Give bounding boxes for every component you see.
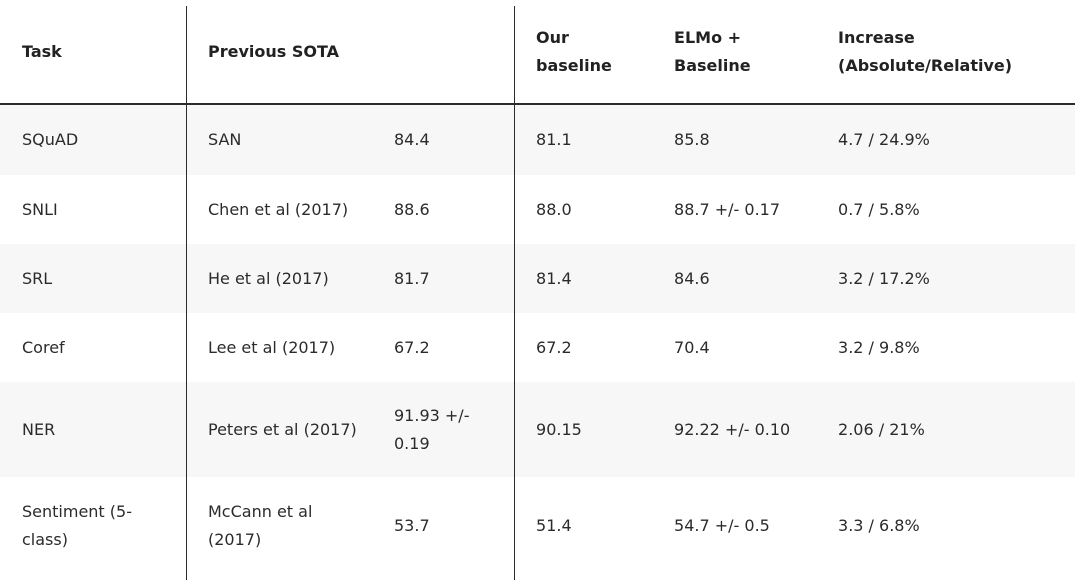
cell-increase: 3.3 / 6.8%	[816, 477, 1076, 575]
cell-prev-score: 53.7	[372, 477, 515, 575]
cell-elmo-baseline: 70.4	[652, 313, 817, 382]
cell-elmo-baseline: 54.7 +/- 0.5	[652, 477, 817, 575]
header-elmo-baseline: ELMo + Baseline	[652, 0, 817, 105]
table-row: SNLI Chen et al (2017) 88.6 88.0 88.7 +/…	[0, 175, 1076, 244]
cell-elmo-baseline: 85.8	[652, 104, 817, 175]
column-divider-left	[186, 6, 187, 580]
cell-prev-score: 81.7	[372, 244, 515, 313]
cell-our-baseline: 88.0	[514, 175, 653, 244]
cell-prev-model: McCann et al (2017)	[186, 477, 372, 575]
cell-task: Sentiment (5-class)	[0, 477, 186, 575]
cell-increase: 4.7 / 24.9%	[816, 104, 1076, 175]
table-row: SRL He et al (2017) 81.7 81.4 84.6 3.2 /…	[0, 244, 1076, 313]
cell-elmo-baseline: 88.7 +/- 0.17	[652, 175, 817, 244]
cell-increase: 3.2 / 9.8%	[816, 313, 1076, 382]
cell-task: SQuAD	[0, 104, 186, 175]
header-task: Task	[0, 0, 186, 105]
cell-task: SNLI	[0, 175, 186, 244]
cell-task: SRL	[0, 244, 186, 313]
table-row: SQuAD SAN 84.4 81.1 85.8 4.7 / 24.9%	[0, 104, 1076, 175]
cell-prev-model: Chen et al (2017)	[186, 175, 372, 244]
cell-elmo-baseline: 84.6	[652, 244, 817, 313]
cell-task: NER	[0, 382, 186, 477]
table-row: Coref Lee et al (2017) 67.2 67.2 70.4 3.…	[0, 313, 1076, 382]
cell-our-baseline: 81.4	[514, 244, 653, 313]
table-row: Sentiment (5-class) McCann et al (2017) …	[0, 477, 1076, 575]
cell-prev-score: 88.6	[372, 175, 515, 244]
cell-prev-model: He et al (2017)	[186, 244, 372, 313]
cell-elmo-baseline: 92.22 +/- 0.10	[652, 382, 817, 477]
cell-our-baseline: 90.15	[514, 382, 653, 477]
header-our-baseline: Our baseline	[514, 0, 653, 105]
table-row: NER Peters et al (2017) 91.93 +/- 0.19 9…	[0, 382, 1076, 477]
header-increase: Increase (Absolute/Relative)	[816, 0, 1076, 105]
header-previous-sota: Previous SOTA	[186, 0, 515, 105]
cell-our-baseline: 51.4	[514, 477, 653, 575]
cell-increase: 2.06 / 21%	[816, 382, 1076, 477]
cell-increase: 3.2 / 17.2%	[816, 244, 1076, 313]
cell-prev-model: SAN	[186, 104, 372, 175]
cell-our-baseline: 67.2	[514, 313, 653, 382]
cell-prev-score: 91.93 +/- 0.19	[372, 382, 515, 477]
table-header-row: Task Previous SOTA Our baseline ELMo + B…	[0, 0, 1076, 105]
column-divider-right	[514, 6, 515, 580]
cell-prev-model: Lee et al (2017)	[186, 313, 372, 382]
cell-prev-model: Peters et al (2017)	[186, 382, 372, 477]
cell-prev-score: 84.4	[372, 104, 515, 175]
cell-task: Coref	[0, 313, 186, 382]
cell-increase: 0.7 / 5.8%	[816, 175, 1076, 244]
cell-our-baseline: 81.1	[514, 104, 653, 175]
cell-prev-score: 67.2	[372, 313, 515, 382]
